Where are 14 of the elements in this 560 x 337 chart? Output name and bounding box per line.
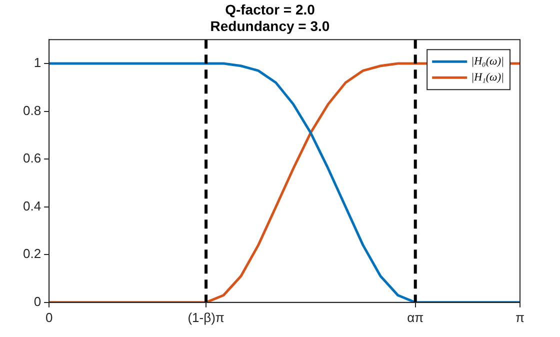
y-tick-label: 0.8 (22, 102, 42, 118)
x-tick-label: (1-β)π (188, 310, 224, 325)
y-tick-label: 0 (34, 294, 42, 309)
x-tick-label: απ (407, 310, 424, 325)
y-tick-label: 0.6 (22, 150, 42, 166)
legend-label: |H₁(ω)| (471, 71, 504, 84)
y-tick-label: 1 (34, 55, 42, 70)
chart-title: Q-factor = 2.0 (225, 1, 316, 18)
y-tick-label: 0.2 (22, 246, 42, 262)
x-tick-label: π (516, 310, 525, 325)
y-tick-label: 0.4 (22, 198, 42, 214)
chart-subtitle: Redundancy = 3.0 (210, 18, 330, 34)
x-tick-label: 0 (45, 310, 53, 325)
legend-label: |H₀(ω)| (471, 55, 504, 68)
